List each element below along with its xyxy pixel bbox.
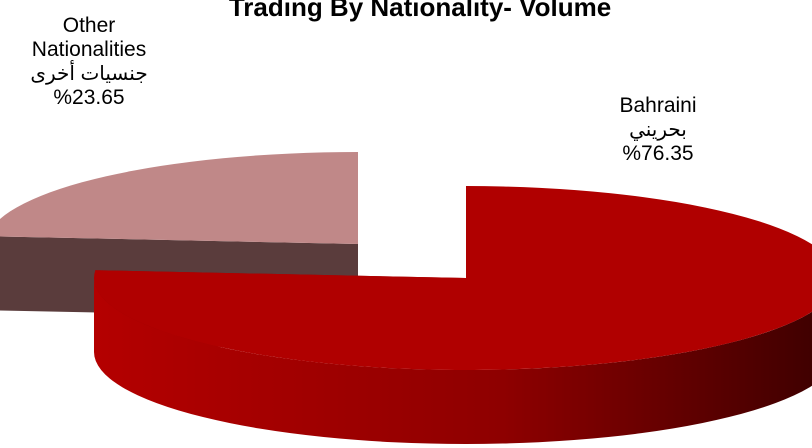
slice-label-other-arabic: جنسيات أخرى (30, 63, 148, 85)
slice-other (0, 152, 358, 244)
slice-value-bahraini: %76.35 (622, 142, 694, 165)
slice-label-other-nationalities: Other Nationalities جنسيات أخرى %23.65 (0, 14, 178, 110)
slice-bahraini-wall (94, 278, 812, 444)
chart-title: Trading By Nationality- Volume (228, 0, 612, 22)
slice-label-bahraini-name: Bahraini (619, 94, 697, 117)
slice-label-other-line1: Other (62, 14, 116, 37)
slice-bahraini (94, 186, 812, 370)
slice-label-bahraini-arabic: بحريني (629, 119, 687, 141)
slice-label-other-line2: Nationalities (31, 38, 147, 61)
slice-value-other: %23.65 (53, 86, 125, 109)
slice-label-bahraini: Bahraini بحريني %76.35 (596, 94, 720, 166)
